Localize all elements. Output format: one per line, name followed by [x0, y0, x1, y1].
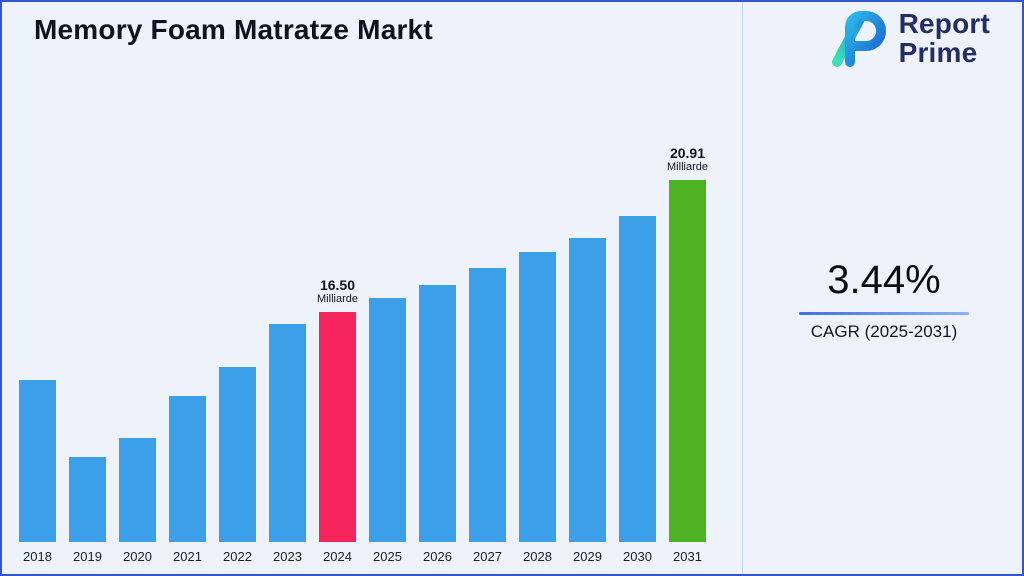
bar-2028 [519, 252, 556, 542]
bar-column [269, 120, 306, 542]
bar-column [169, 120, 206, 542]
bar-column: 20.91 Milliarde [667, 120, 708, 542]
bar-2020 [119, 438, 156, 542]
x-tick-label: 2023 [273, 549, 302, 564]
x-tick-label: 2025 [373, 549, 402, 564]
logo-text: Report Prime [899, 10, 990, 67]
x-axis: 2018 2019 2020 2021 2022 2023 2024 2025 2026 2027… [19, 549, 713, 564]
bar-column [219, 120, 256, 542]
x-tick-label: 2024 [323, 549, 352, 564]
bar-value-label: 16.50 [319, 277, 356, 294]
x-tick-label: 2019 [73, 549, 102, 564]
bar-2023 [269, 324, 306, 542]
bar-unit-label: Milliarde [667, 161, 708, 174]
x-tick-label: 2022 [223, 549, 252, 564]
x-tick-label: 2021 [173, 549, 202, 564]
bar-annotation: 16.50 Milliarde [317, 277, 358, 306]
x-tick-label: 2030 [623, 549, 652, 564]
x-tick-label: 2026 [423, 549, 452, 564]
bar-column [619, 120, 656, 542]
cagr-block: 3.44% CAGR (2025-2031) [774, 258, 994, 342]
bar-column [69, 120, 106, 542]
cagr-value: 3.44% [827, 258, 941, 302]
logo-text-line2: Prime [898, 37, 978, 68]
x-tick-label: 2018 [23, 549, 52, 564]
bars: 16.50 Milliarde 20.91 Milliarde [19, 120, 713, 542]
panel-divider [742, 2, 743, 574]
bar-2030 [619, 216, 656, 542]
cagr-label: CAGR (2025-2031) [810, 322, 958, 341]
x-tick-label: 2020 [123, 549, 152, 564]
bar-2024 [319, 312, 356, 542]
bar-2018 [19, 380, 56, 542]
bar-column [569, 120, 606, 542]
page-title: Memory Foam Matratze Markt [34, 14, 433, 45]
x-tick-label: 2027 [473, 549, 502, 564]
logo-text-line1: Report [898, 8, 990, 40]
bar-column [369, 120, 406, 542]
bar-2031 [669, 180, 706, 542]
bar-2022 [219, 367, 256, 542]
bar-2027 [469, 268, 506, 542]
bar-2029 [569, 238, 606, 542]
x-tick-label: 2031 [673, 549, 702, 564]
bar-unit-label: Milliarde [317, 293, 358, 306]
bar-column [419, 120, 456, 542]
bar-2019 [69, 457, 106, 542]
bar-2026 [419, 285, 456, 542]
bar-2021 [169, 396, 206, 542]
bar-column: 16.50 Milliarde [317, 120, 358, 542]
bar-annotation: 20.91 Milliarde [667, 145, 708, 174]
x-tick-label: 2029 [573, 549, 602, 564]
logo-mark-icon [831, 11, 886, 67]
bar-2025 [369, 298, 406, 542]
bar-column [469, 120, 506, 542]
bar-column [519, 120, 556, 542]
bar-column [119, 120, 156, 542]
bar-chart: 16.50 Milliarde 20.91 Milliarde 2018 2019 202… [19, 120, 713, 566]
bar-value-label: 20.91 [669, 145, 706, 162]
cagr-underline [799, 312, 969, 315]
bar-column [19, 120, 56, 542]
reportprime-logo: Report Prime [827, 10, 990, 68]
x-tick-label: 2028 [523, 549, 552, 564]
